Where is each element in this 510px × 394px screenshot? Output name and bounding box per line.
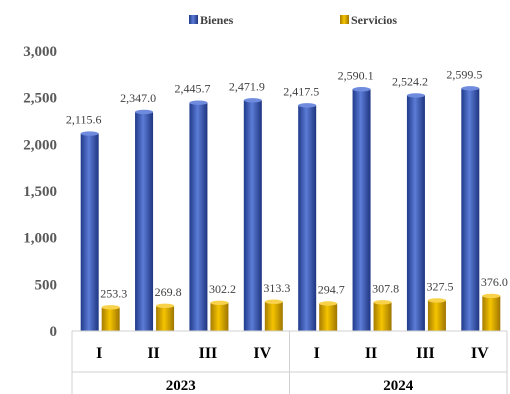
bar-bienes-cap (135, 109, 154, 115)
bar-bienes (352, 89, 371, 332)
category-label: II (147, 345, 159, 362)
bar-bienes (80, 133, 99, 331)
category-label: IV (253, 345, 271, 362)
data-label-servicios: 302.2 (209, 282, 236, 296)
bar-bienes-cap (461, 86, 480, 91)
bar-bienes (406, 95, 425, 332)
bar-servicios (319, 303, 338, 331)
bar-servicios (482, 295, 501, 331)
y-axis-tick-labels: 0 500 1,000 1,500 2,000 2,500 3,000 (23, 44, 57, 340)
y-tick-label: 500 (35, 277, 58, 293)
category-label: III (199, 345, 218, 362)
bar-bienes (189, 102, 208, 331)
category-labels: I II III IV I II III IV (96, 345, 489, 362)
y-tick-label: 1,500 (23, 184, 57, 200)
group-label: 2023 (166, 378, 196, 394)
bar-servicios-cap (156, 303, 175, 309)
bar-bienes-cap (80, 131, 99, 136)
group-labels: 2023 2024 (166, 378, 414, 394)
y-tick-label: 3,000 (23, 44, 57, 60)
bar-bienes (298, 105, 317, 331)
data-label-servicios: 327.5 (426, 279, 453, 293)
data-label-bienes: 2,445.7 (174, 82, 210, 96)
bar-bienes-cap (352, 87, 371, 92)
legend-swatch-bienes (189, 15, 198, 24)
bar-servicios (210, 302, 229, 331)
category-axis-frame (71, 330, 508, 394)
legend-label-bienes: Bienes (200, 13, 234, 27)
data-label-bienes: 2,115.6 (66, 113, 102, 127)
data-label-servicios: 313.3 (263, 281, 290, 295)
bar-bienes-cap (406, 93, 425, 98)
bar-servicios (373, 302, 392, 331)
legend: Bienes Servicios (189, 13, 397, 27)
data-label-servicios: 269.8 (155, 285, 182, 299)
y-tick-label: 2,500 (23, 91, 57, 107)
data-label-bienes: 2,524.2 (392, 74, 428, 88)
bar-bienes-cap (298, 103, 317, 108)
category-label: III (416, 345, 435, 362)
legend-swatch-servicios (340, 15, 349, 24)
y-tick-label: 2,000 (23, 137, 57, 153)
bars (80, 86, 501, 332)
bar-servicios-cap (373, 300, 392, 305)
bar-servicios-cap (210, 300, 229, 305)
category-label: I (314, 345, 320, 362)
data-label-servicios: 294.7 (318, 282, 345, 296)
bar-servicios-cap (319, 301, 338, 306)
y-tick-label: 1,000 (23, 231, 57, 247)
bar-bienes (135, 111, 154, 332)
legend-label-servicios: Servicios (351, 13, 397, 27)
data-label-servicios: 253.3 (100, 286, 127, 300)
bar-bienes (243, 100, 262, 331)
bar-servicios-cap (101, 305, 120, 310)
bar-servicios-cap (482, 293, 501, 299)
bar-servicios (427, 300, 446, 331)
bar-bienes (461, 88, 480, 331)
data-label-bienes: 2,417.5 (283, 84, 319, 98)
bar-servicios (264, 301, 283, 331)
group-label: 2024 (383, 378, 414, 394)
data-label-bienes: 2,590.1 (338, 68, 374, 82)
bar-bienes-cap (189, 100, 208, 105)
data-labels: 2,115.6 253.3 2,347.0 269.8 2,445.7 302.2 2,47… (66, 67, 508, 300)
bar-servicios (101, 307, 120, 331)
bar-bienes-cap (243, 98, 262, 103)
data-label-bienes: 2,471.9 (229, 79, 265, 93)
data-label-servicios: 307.8 (372, 281, 399, 295)
bar-servicios (156, 305, 175, 331)
y-tick-label: 0 (50, 324, 58, 340)
category-label: I (96, 345, 102, 362)
category-label: IV (471, 345, 489, 362)
data-label-bienes: 2,599.5 (446, 67, 482, 81)
data-label-servicios: 376.0 (481, 275, 508, 289)
data-label-bienes: 2,347.0 (120, 91, 156, 105)
category-label: II (365, 345, 377, 362)
bar-servicios-cap (264, 299, 283, 304)
bar-servicios-cap (427, 298, 446, 303)
